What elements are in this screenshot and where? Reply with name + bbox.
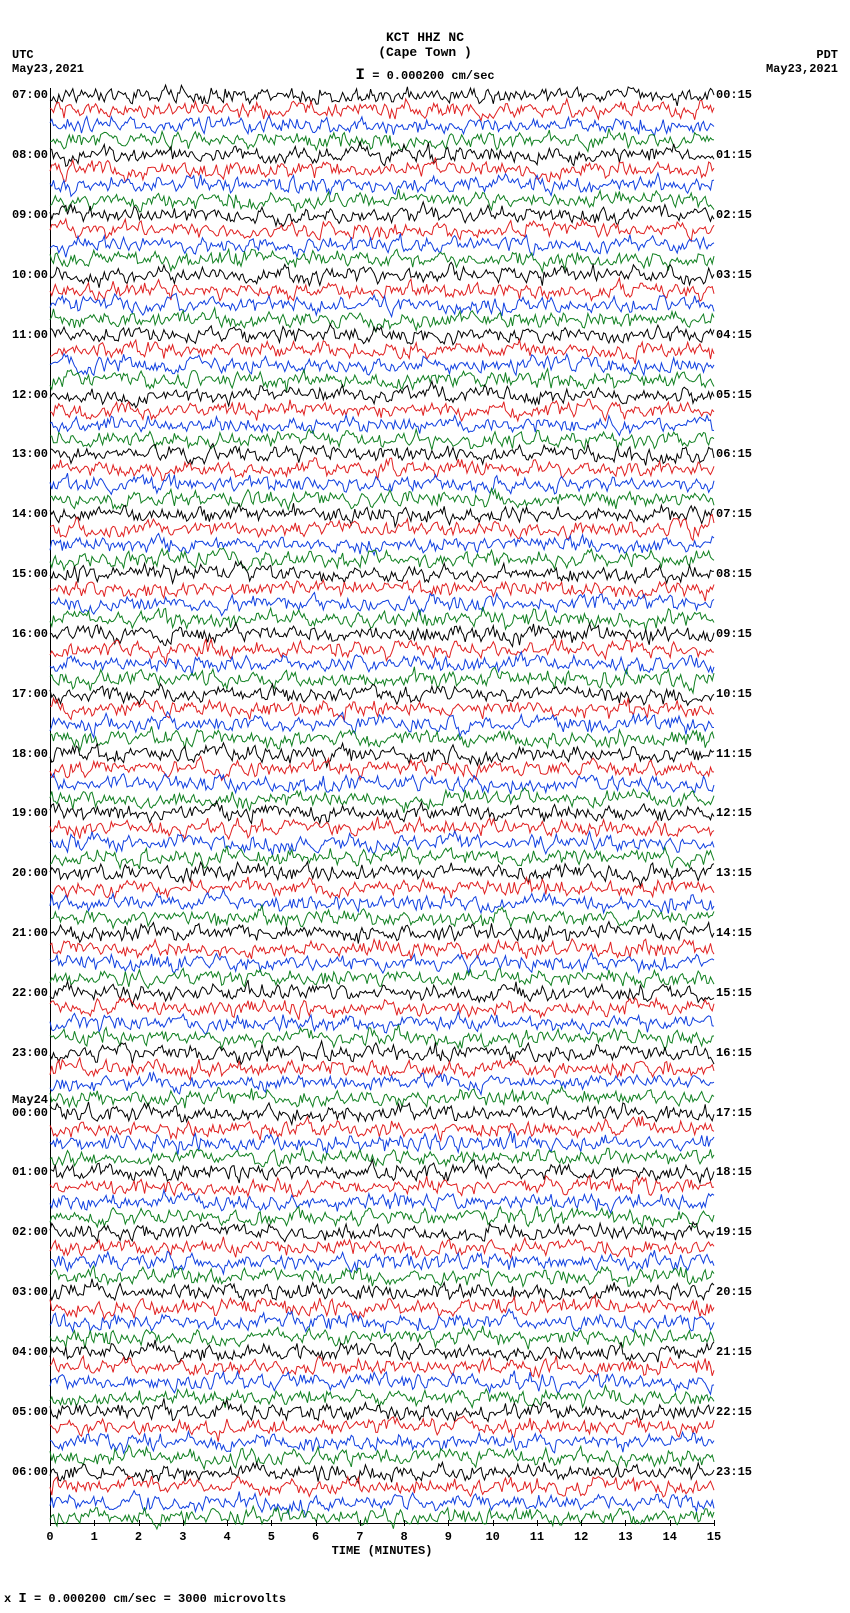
- tz-right-label: PDT: [816, 48, 838, 62]
- x-tick-mark: [360, 1520, 361, 1526]
- x-tick-mark: [581, 1520, 582, 1526]
- right-time-label: 00:15: [714, 88, 752, 102]
- x-tick-mark: [448, 1520, 449, 1526]
- x-tick-label: 8: [401, 1530, 408, 1544]
- x-tick-mark: [50, 1520, 51, 1526]
- right-time-label: 23:15: [714, 1465, 752, 1479]
- x-tick-label: 4: [223, 1530, 230, 1544]
- left-midnight-label: May24: [12, 1093, 50, 1107]
- right-time-label: 05:15: [714, 388, 752, 402]
- left-time-label: 02:00: [12, 1225, 50, 1239]
- right-time-label: 17:15: [714, 1106, 752, 1120]
- right-time-label: 15:15: [714, 986, 752, 1000]
- left-time-label: 07:00: [12, 88, 50, 102]
- x-tick-label: 12: [574, 1530, 588, 1544]
- left-time-label: 16:00: [12, 627, 50, 641]
- left-time-label: 08:00: [12, 148, 50, 162]
- x-tick-label: 13: [618, 1530, 632, 1544]
- left-time-label: 23:00: [12, 1046, 50, 1060]
- right-time-label: 18:15: [714, 1165, 752, 1179]
- x-tick-label: 2: [135, 1530, 142, 1544]
- scale-text: = 0.000200 cm/sec: [372, 69, 494, 83]
- x-tick-mark: [139, 1520, 140, 1526]
- left-time-label: 09:00: [12, 208, 50, 222]
- footer-scale: x I = 0.000200 cm/sec = 3000 microvolts: [4, 1591, 286, 1607]
- footer-text: = 0.000200 cm/sec = 3000 microvolts: [34, 1592, 286, 1606]
- left-time-label: 15:00: [12, 567, 50, 581]
- right-time-label: 16:15: [714, 1046, 752, 1060]
- left-time-label: 14:00: [12, 507, 50, 521]
- x-tick-mark: [316, 1520, 317, 1526]
- right-time-label: 01:15: [714, 148, 752, 162]
- footer-leading-mark: x: [4, 1592, 11, 1606]
- trace-row: [50, 1508, 714, 1526]
- left-time-label: 01:00: [12, 1165, 50, 1179]
- right-time-label: 19:15: [714, 1225, 752, 1239]
- station-title: KCT HHZ NC: [0, 30, 850, 45]
- left-time-label: 20:00: [12, 866, 50, 880]
- left-time-label: 22:00: [12, 986, 50, 1000]
- x-tick-label: 0: [46, 1530, 53, 1544]
- right-time-label: 13:15: [714, 866, 752, 880]
- left-time-label: 19:00: [12, 806, 50, 820]
- left-time-label: 18:00: [12, 747, 50, 761]
- left-time-label: 03:00: [12, 1285, 50, 1299]
- left-time-label: 04:00: [12, 1345, 50, 1359]
- x-tick-label: 5: [268, 1530, 275, 1544]
- x-tick-label: 7: [356, 1530, 363, 1544]
- right-time-label: 07:15: [714, 507, 752, 521]
- x-tick-mark: [537, 1520, 538, 1526]
- right-time-label: 12:15: [714, 806, 752, 820]
- right-time-label: 06:15: [714, 447, 752, 461]
- x-tick-mark: [227, 1520, 228, 1526]
- x-tick-mark: [670, 1520, 671, 1526]
- x-tick-mark: [183, 1520, 184, 1526]
- right-time-label: 04:15: [714, 328, 752, 342]
- left-time-label: 00:00: [12, 1106, 50, 1120]
- x-tick-mark: [94, 1520, 95, 1526]
- footer-bar-glyph: I: [18, 1591, 26, 1607]
- scale-legend: I = 0.000200 cm/sec: [0, 66, 850, 84]
- right-time-label: 14:15: [714, 926, 752, 940]
- right-time-label: 03:15: [714, 268, 752, 282]
- x-tick-label: 10: [485, 1530, 499, 1544]
- right-time-label: 08:15: [714, 567, 752, 581]
- left-time-label: 13:00: [12, 447, 50, 461]
- left-time-label: 05:00: [12, 1405, 50, 1419]
- right-time-label: 10:15: [714, 687, 752, 701]
- right-time-label: 20:15: [714, 1285, 752, 1299]
- x-tick-label: 9: [445, 1530, 452, 1544]
- x-tick-label: 14: [663, 1530, 677, 1544]
- x-tick-mark: [493, 1520, 494, 1526]
- right-time-label: 21:15: [714, 1345, 752, 1359]
- x-axis-label: TIME (MINUTES): [50, 1544, 714, 1558]
- x-tick-mark: [714, 1520, 715, 1526]
- left-time-label: 21:00: [12, 926, 50, 940]
- right-time-label: 22:15: [714, 1405, 752, 1419]
- x-tick-label: 11: [530, 1530, 544, 1544]
- x-tick-mark: [271, 1520, 272, 1526]
- left-time-label: 17:00: [12, 687, 50, 701]
- left-time-label: 06:00: [12, 1465, 50, 1479]
- left-time-label: 10:00: [12, 268, 50, 282]
- scale-bar-glyph: I: [355, 66, 365, 84]
- left-time-label: 12:00: [12, 388, 50, 402]
- location-title: (Cape Town ): [0, 45, 850, 60]
- x-tick-label: 15: [707, 1530, 721, 1544]
- helicorder-plot: 07:0000:1508:0001:1509:0002:1510:0003:15…: [50, 88, 714, 1524]
- x-tick-mark: [404, 1520, 405, 1526]
- x-tick-label: 1: [91, 1530, 98, 1544]
- x-tick-label: 3: [179, 1530, 186, 1544]
- right-time-label: 09:15: [714, 627, 752, 641]
- right-time-label: 02:15: [714, 208, 752, 222]
- tz-left-label: UTC: [12, 48, 34, 62]
- x-tick-label: 6: [312, 1530, 319, 1544]
- left-time-label: 11:00: [12, 328, 50, 342]
- right-time-label: 11:15: [714, 747, 752, 761]
- x-tick-mark: [625, 1520, 626, 1526]
